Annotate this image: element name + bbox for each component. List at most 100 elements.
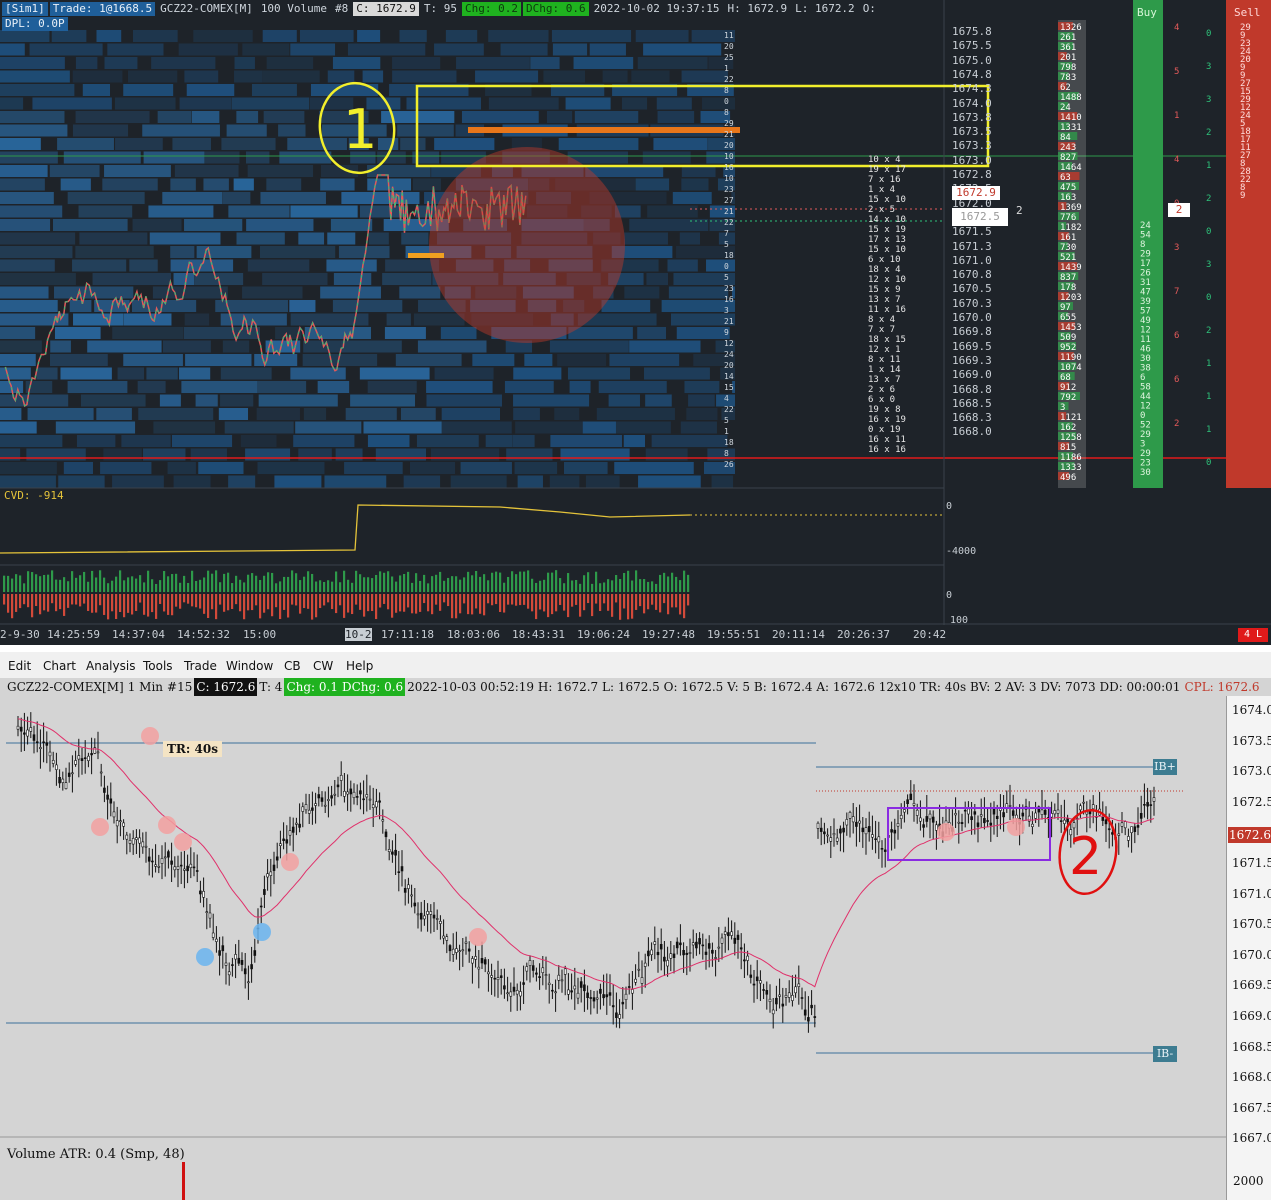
menu-tools[interactable]: Tools	[143, 659, 173, 673]
ladder-row: 15 x 10	[868, 245, 906, 255]
candle-body	[442, 935, 445, 939]
volume-bar-down	[179, 594, 182, 609]
sim-account-label[interactable]: [Sim1]	[2, 2, 48, 16]
top-price-axis[interactable]: 1675.8 1675.5 1675.0 1674.8 1674.3 1674.0 1673…	[944, 22, 1004, 492]
sell-volume: 5	[1240, 119, 1245, 129]
heatmap-cell	[27, 408, 94, 420]
volume-bar-up	[151, 579, 154, 592]
heatmap-cell	[550, 435, 622, 447]
heatmap-cell	[567, 151, 628, 164]
heatmap-cell	[142, 124, 220, 137]
heatmap-cell	[511, 138, 542, 150]
candle-body	[362, 798, 365, 801]
candle-body	[189, 863, 193, 868]
depth-bar	[1058, 152, 1078, 160]
depth-value: 1439	[1060, 263, 1082, 273]
volume-bar-up	[619, 579, 622, 592]
volume-bar-up	[615, 575, 618, 592]
bottom-chart-panel[interactable]: 2 Edit Chart Analysis Tools Trade Window…	[0, 652, 1271, 1200]
heatmap-cell	[184, 313, 210, 326]
heatmap-chart[interactable]: 1112025122808292120101610232721227518052…	[0, 0, 1271, 645]
sell-volume: 27	[1240, 79, 1251, 89]
heatmap-cell	[573, 57, 634, 69]
volume-bar-down	[567, 594, 570, 618]
candle-body	[266, 873, 269, 878]
candle-body	[186, 865, 189, 872]
candle-body	[243, 968, 247, 975]
current-price-marker: 1672.9	[952, 186, 1000, 200]
volume-bar-down	[683, 594, 686, 619]
price-tick: 1668.0	[1232, 1070, 1271, 1085]
sell-volume: 15	[1240, 87, 1251, 97]
depth-value: 1464	[1060, 163, 1082, 173]
heatmap-cell	[96, 30, 122, 42]
volume-bar-down	[563, 594, 566, 611]
heatmap-cell	[54, 286, 134, 299]
top-chart-panel[interactable]: 1 11 20 25 1 22 8 0 8 29 21 20 10 16 10 23 27 21 22 7 5 18 0 5 2…	[0, 0, 1271, 645]
heatmap-cell	[246, 151, 270, 164]
heatmap-cell	[330, 219, 373, 231]
menu-cw[interactable]: CW	[313, 659, 334, 673]
heatmap-cell	[258, 394, 338, 407]
price-tick: 1673.3	[952, 139, 992, 153]
candle-body	[544, 974, 548, 976]
candlestick-chart[interactable]: 2	[0, 652, 1226, 1200]
top-time-axis[interactable]: 2-9-30 14:25:59 14:37:04 14:52:32 15:00 10-2 1…	[0, 627, 946, 643]
candle-body	[371, 804, 375, 809]
volume-bar-up	[35, 574, 38, 592]
candle-body	[1117, 833, 1121, 836]
volume-bar-up	[239, 579, 242, 592]
heatmap-cell	[521, 232, 588, 245]
heatmap-cell	[661, 300, 735, 312]
heatmap-cell	[397, 124, 454, 137]
volume-bar-down	[275, 594, 278, 608]
menu-edit[interactable]: Edit	[8, 659, 32, 673]
candle-body	[509, 991, 513, 997]
candle-body	[439, 920, 442, 924]
heatmap-cell	[557, 354, 607, 366]
order-count-badge[interactable]: 4 L	[1238, 628, 1268, 642]
volume-bar-down	[511, 594, 514, 605]
buy-order-box[interactable]: 2	[1168, 203, 1190, 217]
candle-body	[461, 949, 465, 952]
menu-analysis[interactable]: Analysis	[86, 659, 136, 673]
candle-body	[205, 911, 209, 914]
volume-bar-down	[663, 594, 666, 604]
menu-bar: Edit Chart Analysis Tools Trade Window C…	[0, 652, 1271, 678]
volume-bar-up	[39, 576, 42, 592]
sell-volume: 20	[1240, 55, 1251, 65]
bottom-chart-header: GCZ22-COMEX[M] 1 Min #15 C: 1672.6 T: 4 Chg: …	[0, 678, 1260, 696]
price-tick: 1673.5	[952, 125, 992, 139]
candle-body	[746, 955, 749, 961]
menu-chart[interactable]: Chart	[43, 659, 76, 673]
menu-window[interactable]: Window	[226, 659, 274, 673]
heatmap-cell	[530, 57, 560, 69]
order-count: 0	[1206, 29, 1211, 39]
menu-help[interactable]: Help	[346, 659, 374, 673]
heatmap-cell	[629, 219, 709, 231]
heatmap-cell	[392, 57, 441, 69]
heatmap-cell	[522, 286, 574, 299]
heatmap-cell	[259, 246, 336, 258]
volume-bar-down	[655, 594, 658, 610]
volume-bar-up	[299, 580, 302, 592]
menu-cb[interactable]: CB	[284, 659, 301, 673]
buy-volume: 29	[1140, 430, 1151, 440]
heatmap-cell	[589, 43, 626, 56]
heatmap-cell	[681, 70, 728, 83]
sell-column-header[interactable]: Sell	[1234, 6, 1261, 19]
candle-body	[471, 958, 474, 964]
heatmap-cell	[412, 151, 440, 164]
footprint-number: 16	[724, 163, 734, 172]
heatmap-cell	[513, 394, 590, 407]
candle-body	[506, 992, 509, 995]
heatmap-cell	[0, 246, 73, 258]
trade-bubble	[937, 823, 955, 841]
buy-column-header[interactable]: Buy	[1137, 6, 1157, 19]
bottom-price-axis[interactable]: 1674.01673.51673.01672.51672.01671.51671…	[1226, 696, 1271, 1200]
menu-trade[interactable]: Trade	[184, 659, 217, 673]
heatmap-cell	[731, 286, 735, 299]
volume-bar-up	[351, 582, 354, 592]
volume-bar-up	[515, 574, 518, 592]
candle-body	[525, 966, 529, 972]
